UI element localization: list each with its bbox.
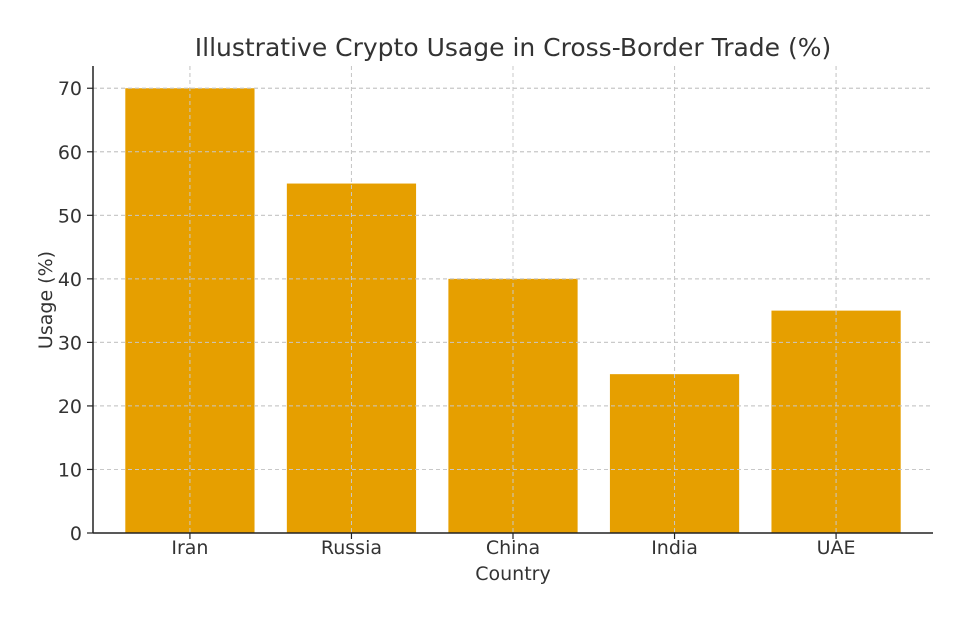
ticks-layer: 0 10 20 30 40 50 60 70 Iran Russia China India UAE	[58, 78, 856, 559]
y-tick-label: 30	[58, 332, 82, 354]
x-tick-label-china: China	[486, 537, 540, 559]
bar-uae	[771, 310, 901, 533]
bars-layer	[93, 66, 933, 534]
y-tick-label: 50	[58, 205, 82, 227]
y-tick-label: 40	[58, 269, 82, 291]
chart-title: Illustrative Crypto Usage in Cross-Borde…	[195, 33, 832, 62]
x-tick-label-uae: UAE	[817, 537, 856, 559]
y-axis-label: Usage (%)	[35, 251, 57, 349]
y-tick-label: 20	[58, 396, 82, 418]
x-tick-label-india: India	[651, 537, 698, 559]
y-tick-label: 0	[70, 523, 82, 545]
y-tick-label: 70	[58, 78, 82, 100]
y-tick-label: 10	[58, 459, 82, 481]
x-tick-label-iran: Iran	[171, 537, 208, 559]
y-tick-label: 60	[58, 142, 82, 164]
x-tick-label-russia: Russia	[321, 537, 382, 559]
x-axis-label: Country	[475, 563, 550, 585]
